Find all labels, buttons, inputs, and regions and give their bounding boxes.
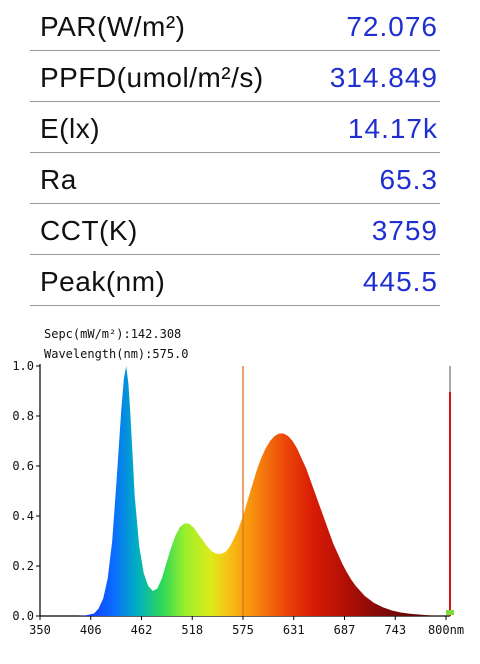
metric-label: PPFD(umol/m²/s) xyxy=(40,62,264,93)
x-tick-label: 687 xyxy=(334,623,356,637)
y-tick-label: 0.0 xyxy=(12,609,34,623)
chart-ticks: 350 406 462 518 575 631 687 743 800nm 0.0 0.2 0.4 0.… xyxy=(12,359,464,637)
metric-value: 72.076 xyxy=(346,11,438,42)
metric-label: E(lx) xyxy=(40,113,101,144)
x-tick-label: 575 xyxy=(232,623,254,637)
metrics-panel: PAR(W/m²) 72.076 PPFD(umol/m²/s) 314.849… xyxy=(30,0,440,306)
metric-label: Ra xyxy=(40,164,77,195)
metric-row-ppfd: PPFD(umol/m²/s) 314.849 xyxy=(30,51,440,102)
metric-value: 3759 xyxy=(371,215,438,246)
metric-label: CCT(K) xyxy=(40,215,138,246)
metric-row-ra: Ra 65.3 xyxy=(30,153,440,204)
spectrum-area xyxy=(67,366,446,616)
spec-readout: Sepc(mW/m²):142.308 xyxy=(44,327,182,341)
x-tick-label: 631 xyxy=(283,623,305,637)
y-tick-label: 0.4 xyxy=(12,509,34,523)
metric-row-cct: CCT(K) 3759 xyxy=(30,204,440,255)
metric-value: 314.849 xyxy=(329,62,438,93)
y-tick-label: 0.6 xyxy=(12,459,34,473)
spectrum-chart[interactable]: 350 406 462 518 575 631 687 743 800nm 0.0 0.2 0.4 0.… xyxy=(0,300,480,660)
metric-label: PAR(W/m²) xyxy=(40,11,186,42)
wavelength-readout: Wavelength(nm):575.0 xyxy=(44,347,189,361)
x-tick-label: 406 xyxy=(80,623,102,637)
x-tick-label: 518 xyxy=(181,623,203,637)
y-tick-label: 1.0 xyxy=(12,359,34,373)
metric-row-par: PAR(W/m²) 72.076 xyxy=(30,0,440,51)
range-end-marker xyxy=(446,610,454,615)
y-tick-label: 0.2 xyxy=(12,559,34,573)
chart-overlay xyxy=(242,366,454,616)
metric-row-illuminance: E(lx) 14.17k xyxy=(30,102,440,153)
x-tick-label: 743 xyxy=(384,623,406,637)
x-tick-label: 800nm xyxy=(428,623,464,637)
metric-value: 445.5 xyxy=(362,266,438,297)
metric-value: 14.17k xyxy=(347,113,438,144)
metric-row-peak: Peak(nm) 445.5 xyxy=(30,255,440,306)
x-tick-label: 350 xyxy=(29,623,51,637)
metric-value: 65.3 xyxy=(379,164,438,195)
metric-label: Peak(nm) xyxy=(40,266,166,297)
y-tick-label: 0.8 xyxy=(12,409,34,423)
x-tick-label: 462 xyxy=(131,623,153,637)
spectrum-fill xyxy=(67,366,446,616)
